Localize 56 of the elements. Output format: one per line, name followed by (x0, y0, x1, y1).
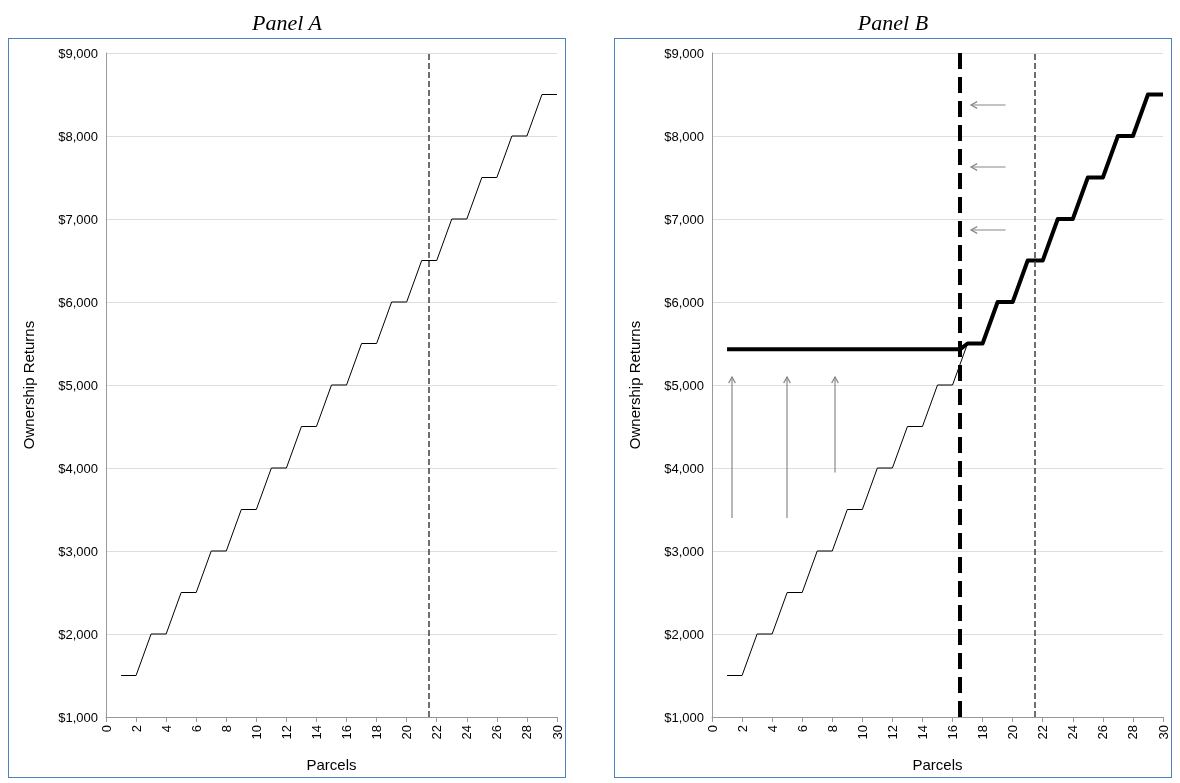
y-tick-label: $5,000 (58, 377, 98, 393)
x-tick-label: 8 (824, 725, 840, 733)
x-tick-label: 14 (308, 725, 324, 740)
y-tick-label: $1,000 (664, 709, 704, 725)
chart-title: Panel B (856, 9, 930, 37)
x-tick-label: 28 (519, 725, 535, 740)
x-axis-title: Parcels (306, 756, 357, 773)
y-tick-label: $3,000 (664, 543, 704, 559)
x-tick-label: 2 (734, 725, 750, 733)
x-tick-label: 18 (369, 725, 385, 740)
x-tick-label: 6 (188, 725, 204, 733)
y-tick-label: $7,000 (664, 211, 704, 227)
x-tick-label: 6 (794, 725, 810, 733)
x-tick-label: 10 (248, 725, 264, 740)
x-tick-label: 0 (98, 725, 114, 733)
y-tick-label: $9,000 (58, 45, 98, 61)
x-tick-label: 24 (1065, 725, 1081, 740)
chart-title: Panel A (251, 9, 323, 37)
x-tick-label: 20 (399, 725, 415, 740)
x-tick-label: 28 (1125, 725, 1141, 740)
x-tick-label: 16 (339, 725, 355, 740)
x-tick-label: 12 (884, 725, 900, 740)
x-tick-label: 26 (1095, 725, 1111, 740)
x-tick-label: 22 (1035, 725, 1051, 740)
y-tick-label: $4,000 (664, 460, 704, 476)
x-tick-label: 20 (1005, 725, 1021, 740)
y-tick-label: $2,000 (664, 626, 704, 642)
y-tick-label: $6,000 (664, 294, 704, 310)
x-tick-label: 0 (704, 725, 720, 733)
x-tick-label: 30 (1155, 725, 1171, 740)
x-tick-label: 22 (429, 725, 445, 740)
x-tick-label: 14 (914, 725, 930, 740)
y-tick-label: $3,000 (58, 543, 98, 559)
x-tick-label: 2 (128, 725, 144, 733)
x-tick-label: 30 (549, 725, 565, 740)
y-tick-label: $4,000 (58, 460, 98, 476)
x-tick-label: 10 (854, 725, 870, 740)
y-tick-label: $6,000 (58, 294, 98, 310)
x-tick-label: 26 (489, 725, 505, 740)
y-tick-label: $8,000 (58, 128, 98, 144)
x-tick-label: 16 (945, 725, 961, 740)
x-axis-title: Parcels (912, 756, 963, 773)
y-tick-label: $2,000 (58, 626, 98, 642)
x-tick-label: 4 (764, 725, 780, 733)
y-axis-title: Ownership Returns (20, 320, 37, 450)
y-tick-label: $1,000 (58, 709, 98, 725)
y-tick-label: $9,000 (664, 45, 704, 61)
x-tick-label: 18 (975, 725, 991, 740)
y-tick-label: $8,000 (664, 128, 704, 144)
y-tick-label: $7,000 (58, 211, 98, 227)
x-tick-label: 24 (459, 725, 475, 740)
y-tick-label: $5,000 (664, 377, 704, 393)
y-axis-title: Ownership Returns (626, 320, 643, 450)
x-tick-label: 4 (158, 725, 174, 733)
x-tick-label: 8 (218, 725, 234, 733)
x-tick-label: 12 (278, 725, 294, 740)
